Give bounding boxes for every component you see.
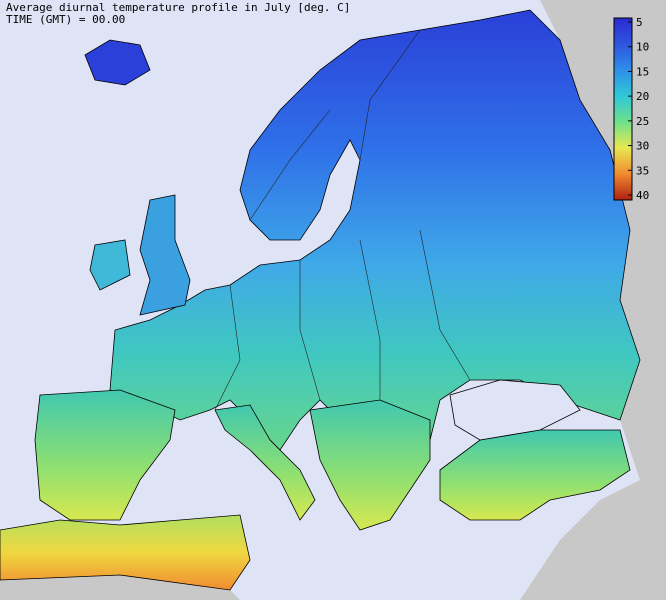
north-africa — [0, 514, 251, 591]
britain — [139, 194, 191, 316]
italy — [214, 404, 316, 521]
no-data-land — [0, 575, 240, 600]
colorbar-tick-label: 10 — [636, 41, 649, 54]
balkans — [309, 399, 431, 531]
black-sea — [449, 379, 581, 441]
colorbar-tick-label: 25 — [636, 115, 649, 128]
title: Average diurnal temperature profile in J… — [6, 1, 350, 14]
colorbar-tick-label: 35 — [636, 164, 649, 177]
ireland — [89, 239, 131, 291]
colorbar-tick-label: 40 — [636, 189, 649, 202]
colorbar-tick-label: 20 — [636, 90, 649, 103]
colorbar-tick-label: 5 — [636, 16, 643, 29]
subtitle: TIME (GMT) = 00.00 — [6, 13, 125, 26]
colorbar-scale — [613, 17, 633, 201]
borders — [214, 29, 471, 411]
colorbar-tick-label: 15 — [636, 65, 649, 78]
iceland — [84, 39, 151, 86]
colorbar-tick-label: 30 — [636, 140, 649, 153]
iberia — [34, 389, 176, 521]
colorbar: 5 10 15 20 25 30 35 40 — [613, 16, 649, 202]
